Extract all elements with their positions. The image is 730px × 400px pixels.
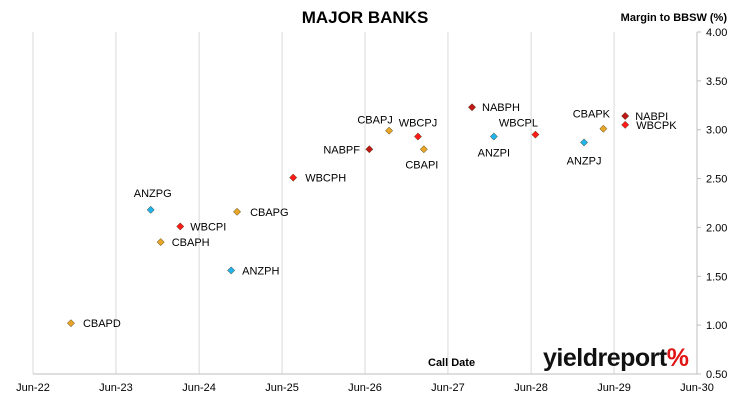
- x-tick-label: Jun-26: [348, 382, 382, 394]
- y-tick-label: 2.50: [706, 174, 727, 186]
- data-point-cbaph: [156, 238, 165, 247]
- x-tick-label: Jun-25: [265, 382, 299, 394]
- data-point-wbcpl: [531, 130, 540, 139]
- chart-title: MAJOR BANKS: [301, 8, 429, 27]
- x-tick-label: Jun-29: [597, 382, 631, 394]
- data-label-wbcpl: WBCPL: [499, 118, 538, 130]
- x-tick-label: Jun-22: [16, 382, 50, 394]
- data-label-wbcph: WBCPH: [305, 173, 346, 185]
- x-axis-title: Call Date: [428, 357, 476, 369]
- y-axis-title: Margin to BBSW (%): [620, 12, 727, 24]
- data-label-anzpj: ANZPJ: [567, 155, 602, 167]
- data-point-wbcpj: [413, 132, 422, 141]
- data-point-cbapg: [233, 207, 242, 216]
- x-tick-label: Jun-23: [99, 382, 133, 394]
- y-tick-label: 1.00: [706, 320, 727, 332]
- data-point-wbcph: [289, 173, 298, 182]
- data-label-cbapi: CBAPI: [405, 159, 438, 171]
- data-point-wbcpi: [176, 222, 185, 231]
- y-tick-label: 4.00: [706, 27, 727, 39]
- data-label-anzpi: ANZPI: [478, 148, 510, 160]
- data-label-nabph: NABPH: [482, 102, 520, 114]
- data-label-anzpg: ANZPG: [134, 188, 172, 200]
- data-point-cbapi: [419, 145, 428, 154]
- data-label-cbapd: CBAPD: [83, 318, 121, 330]
- y-tick-label: 2.00: [706, 222, 727, 234]
- data-point-anzph: [227, 266, 236, 275]
- data-label-nabpf: NABPF: [323, 144, 360, 156]
- data-label-wbcpj: WBCPJ: [399, 118, 438, 130]
- yieldreport-logo: yieldreport%: [543, 344, 689, 372]
- data-point-anzpi: [489, 132, 498, 141]
- data-point-cbapd: [66, 319, 75, 328]
- data-point-anzpg: [146, 205, 155, 214]
- logo-percent-icon: %: [666, 344, 689, 372]
- x-tick-label: Jun-24: [182, 382, 216, 394]
- y-tick-label: 1.50: [706, 271, 727, 283]
- data-point-wbcpk: [621, 120, 630, 129]
- x-tick-label: Jun-27: [431, 382, 465, 394]
- data-label-cbapk: CBAPK: [573, 109, 611, 121]
- data-point-cbapj: [385, 126, 394, 135]
- logo-text: yieldreport: [543, 344, 667, 372]
- y-tick-label: 0.50: [706, 369, 727, 381]
- y-tick-label: 3.50: [706, 76, 727, 88]
- data-point-cbapk: [599, 124, 608, 133]
- data-label-cbapg: CBAPG: [250, 207, 289, 219]
- data-label-nabpi: NABPI: [635, 111, 668, 123]
- data-point-nabpi: [621, 112, 630, 120]
- data-label-anzph: ANZPH: [242, 265, 279, 277]
- data-label-wbcpi: WBCPI: [190, 221, 226, 233]
- data-point-anzpj: [580, 138, 589, 147]
- data-label-wbcpk: WBCPK: [636, 120, 677, 132]
- data-point-nabph: [468, 103, 476, 112]
- data-point-nabpf: [365, 145, 374, 154]
- x-tick-label: Jun-30: [680, 382, 714, 394]
- x-tick-label: Jun-28: [514, 382, 548, 394]
- data-label-cbapj: CBAPJ: [357, 115, 392, 127]
- data-label-cbaph: CBAPH: [172, 237, 210, 249]
- y-tick-label: 3.00: [706, 125, 727, 137]
